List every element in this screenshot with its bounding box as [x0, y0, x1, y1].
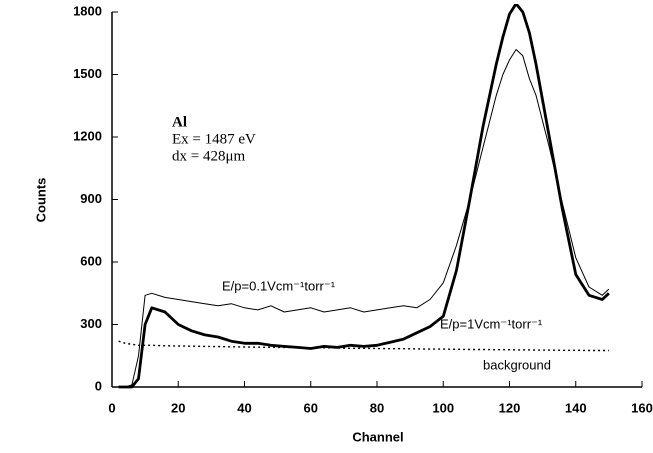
y-tick-label: 0 — [95, 378, 102, 393]
x-tick-label: 100 — [432, 400, 454, 415]
x-tick-label: 20 — [171, 400, 185, 415]
series-label: E/p=1Vcm⁻¹torr⁻¹ — [440, 316, 543, 331]
line-series — [118, 340, 609, 352]
x-axis-label: Channel — [352, 429, 403, 444]
y-tick-label: 1800 — [73, 3, 102, 18]
annotation: Ex = 1487 eV — [172, 131, 256, 147]
line-series — [118, 49, 610, 388]
y-axis-label: Counts — [33, 178, 48, 223]
annotation: dx = 428μm — [172, 148, 246, 164]
series-label: background — [483, 357, 551, 372]
x-tick-label: 80 — [370, 400, 384, 415]
x-tick-label: 60 — [304, 400, 318, 415]
series-label: E/p=0.1Vcm⁻¹torr⁻¹ — [222, 278, 336, 293]
x-tick-label: 120 — [499, 400, 521, 415]
y-tick-label: 600 — [80, 253, 102, 268]
y-tick-label: 900 — [80, 191, 102, 206]
y-tick-label: 300 — [80, 316, 102, 331]
x-tick-label: 160 — [631, 400, 653, 415]
x-tick-label: 140 — [565, 400, 587, 415]
x-tick-label: 40 — [237, 400, 251, 415]
annotation: Al — [172, 114, 187, 130]
y-tick-label: 1500 — [73, 66, 102, 81]
y-tick-label: 1200 — [73, 128, 102, 143]
x-tick-label: 0 — [108, 400, 115, 415]
line-series — [118, 4, 610, 389]
